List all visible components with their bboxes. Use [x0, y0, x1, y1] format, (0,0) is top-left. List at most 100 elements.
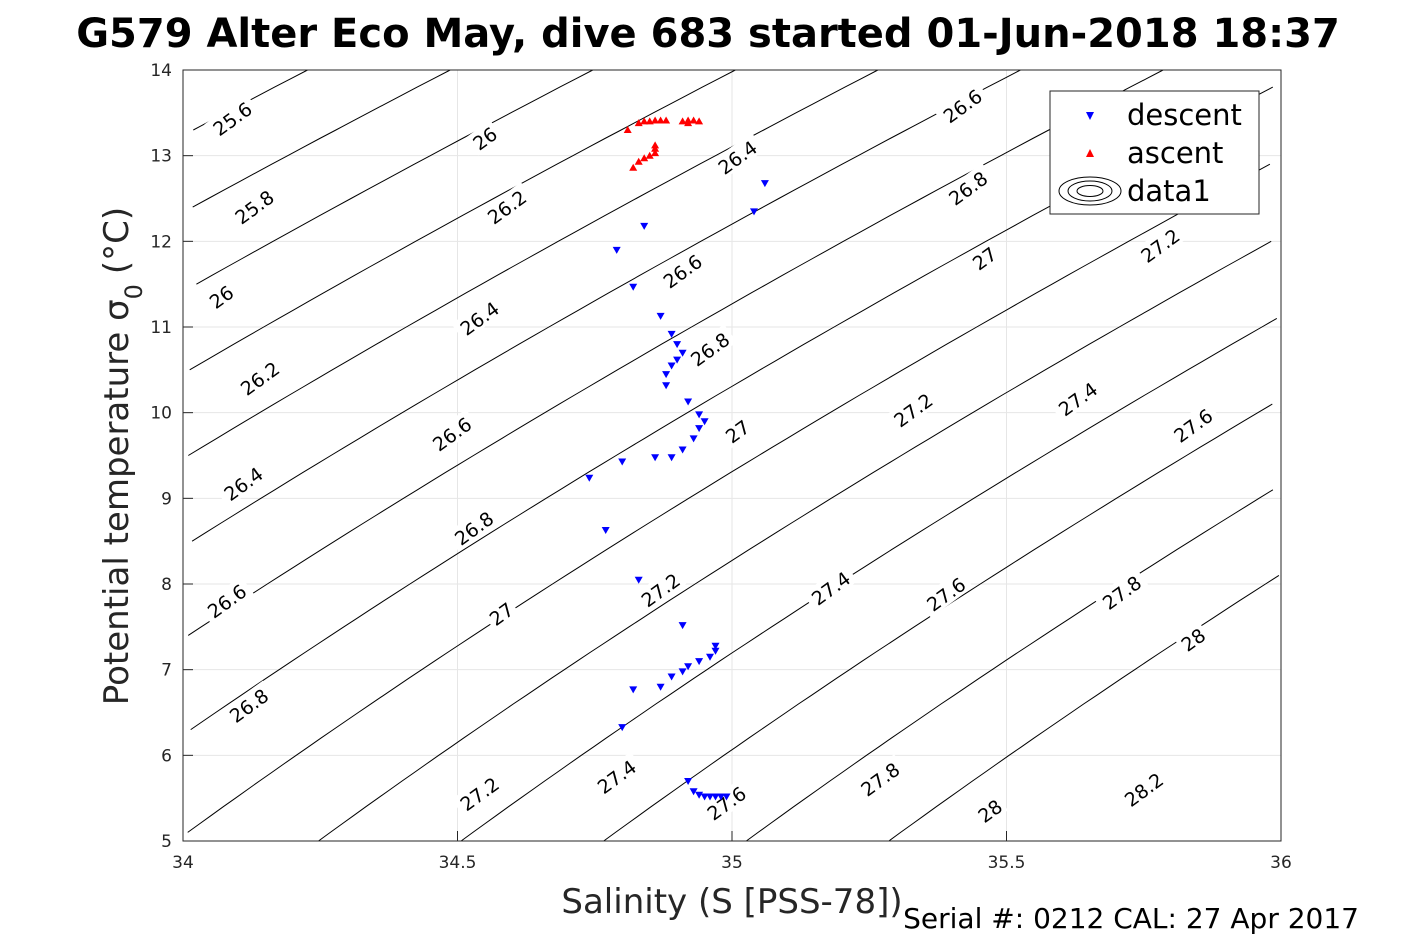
contour-label-bg [1174, 621, 1212, 657]
contour-label-bg [423, 409, 479, 458]
descent-point [667, 362, 676, 370]
descent-point [722, 793, 731, 801]
contour-label-bg [918, 569, 973, 618]
contour-label-bg [654, 246, 710, 295]
ascent-point [640, 154, 649, 162]
ascent-point [689, 116, 698, 124]
descent-point [667, 330, 676, 338]
isopycnal-26 [196, 69, 594, 285]
descent-point [706, 653, 714, 661]
contour-label-bg [451, 768, 507, 818]
isopycnal-26.2 [189, 69, 736, 371]
descent-point [695, 791, 704, 799]
contour-label-bg [940, 163, 995, 212]
descent-point [684, 398, 693, 406]
descent-point [667, 454, 676, 462]
y-tick-label: 9 [161, 489, 172, 509]
legend-data1-label: data1 [1127, 174, 1211, 208]
ascent-point [662, 116, 671, 124]
y-tick-label: 14 [150, 61, 172, 81]
descent-point [711, 642, 720, 650]
descent-point [678, 446, 687, 454]
contour-label-bg [198, 576, 254, 625]
legend-contour-icon [1058, 176, 1122, 206]
isopycnal-26.8 [187, 69, 1164, 636]
ascent-point [651, 116, 660, 124]
y-axis-label-unit: (°C) [97, 207, 137, 274]
descent-point [706, 793, 714, 801]
descent-point [760, 180, 769, 188]
contour-label-bg [445, 503, 501, 552]
y-tick-label: 8 [161, 575, 172, 595]
contour-label-bg [220, 680, 276, 729]
y-tick-label: 12 [150, 232, 172, 252]
contour-label-bg [215, 458, 271, 508]
y-tick-label: 6 [161, 746, 172, 766]
descent-point [673, 356, 682, 364]
y-tick-label: 5 [161, 832, 172, 852]
ascent-point [645, 151, 654, 159]
contour-label-bg [482, 595, 520, 631]
ascent-point [695, 117, 704, 125]
descent-point [662, 371, 671, 379]
ascent-point [640, 117, 649, 125]
descent-point [651, 454, 660, 462]
descent-point [656, 312, 665, 320]
y-tick-label: 13 [150, 147, 172, 167]
x-tick-label: 34.5 [439, 853, 477, 873]
ascent-point [656, 116, 665, 124]
contour-label-bg [1115, 764, 1171, 813]
contour-label-bg [1165, 400, 1221, 449]
ascent-point [629, 163, 638, 171]
isopycnal-26.4 [188, 69, 879, 456]
chart-title: G579 Alter Eco May, dive 683 started 01-… [76, 11, 1340, 57]
x-tick-label: 35 [721, 853, 743, 873]
contour-label-bg [202, 278, 240, 314]
contour-label-bg [970, 792, 1009, 828]
descent-point [689, 788, 698, 796]
descent-point [695, 425, 704, 433]
legend-descent-marker [1086, 112, 1094, 120]
contour-label-bg [802, 563, 858, 612]
ascent-point [623, 126, 632, 133]
ascent-point [684, 119, 693, 127]
descent-point [684, 778, 693, 785]
x-axis-label: Salinity (S [PSS-78]) [561, 882, 902, 922]
descent-point [695, 411, 704, 419]
descent-point [640, 222, 649, 230]
descent-point [634, 576, 643, 584]
y-axis-label-subscript: 0 [120, 284, 148, 299]
descent-point [695, 658, 704, 666]
y-tick-label: 7 [161, 661, 172, 681]
legend-ascent-marker [1086, 149, 1094, 157]
y-axis-label-main: Potential temperature σ [97, 299, 137, 705]
contour-label-bg [226, 182, 282, 231]
isopycnal-26.6 [191, 69, 1021, 542]
serial-cal-footer: Serial #: 0212 CAL: 27 Apr 2017 [903, 902, 1359, 935]
descent-point [711, 793, 720, 801]
descent-point [618, 724, 627, 732]
isopycnal-28 [746, 489, 1274, 842]
contour-label-bg [965, 239, 1003, 276]
isopycnal-25.8 [192, 69, 451, 208]
descent-point [678, 622, 687, 630]
descent-point [678, 349, 687, 357]
contour-label-bg [478, 182, 534, 231]
descent-point [667, 673, 676, 681]
legend-box [1049, 90, 1260, 215]
contour-label-bg [934, 80, 990, 130]
contour-label-bg [681, 324, 737, 373]
descent-point [689, 435, 698, 443]
contour-label-bg [231, 353, 287, 402]
contour-label-bg [1093, 567, 1149, 616]
descent-point [700, 418, 709, 426]
descent-point [662, 382, 671, 390]
ascent-point [651, 141, 660, 149]
ascent-point [634, 157, 643, 165]
isopycnal-27.4 [318, 240, 1272, 842]
y-axis-label: Potential temperature σ0 (°C) [97, 207, 148, 705]
y-axis-ticks: 5 6 7 8 9 10 11 12 13 14 [150, 61, 193, 852]
contour-label-bg [632, 564, 688, 614]
contour-label-bg [204, 93, 260, 143]
